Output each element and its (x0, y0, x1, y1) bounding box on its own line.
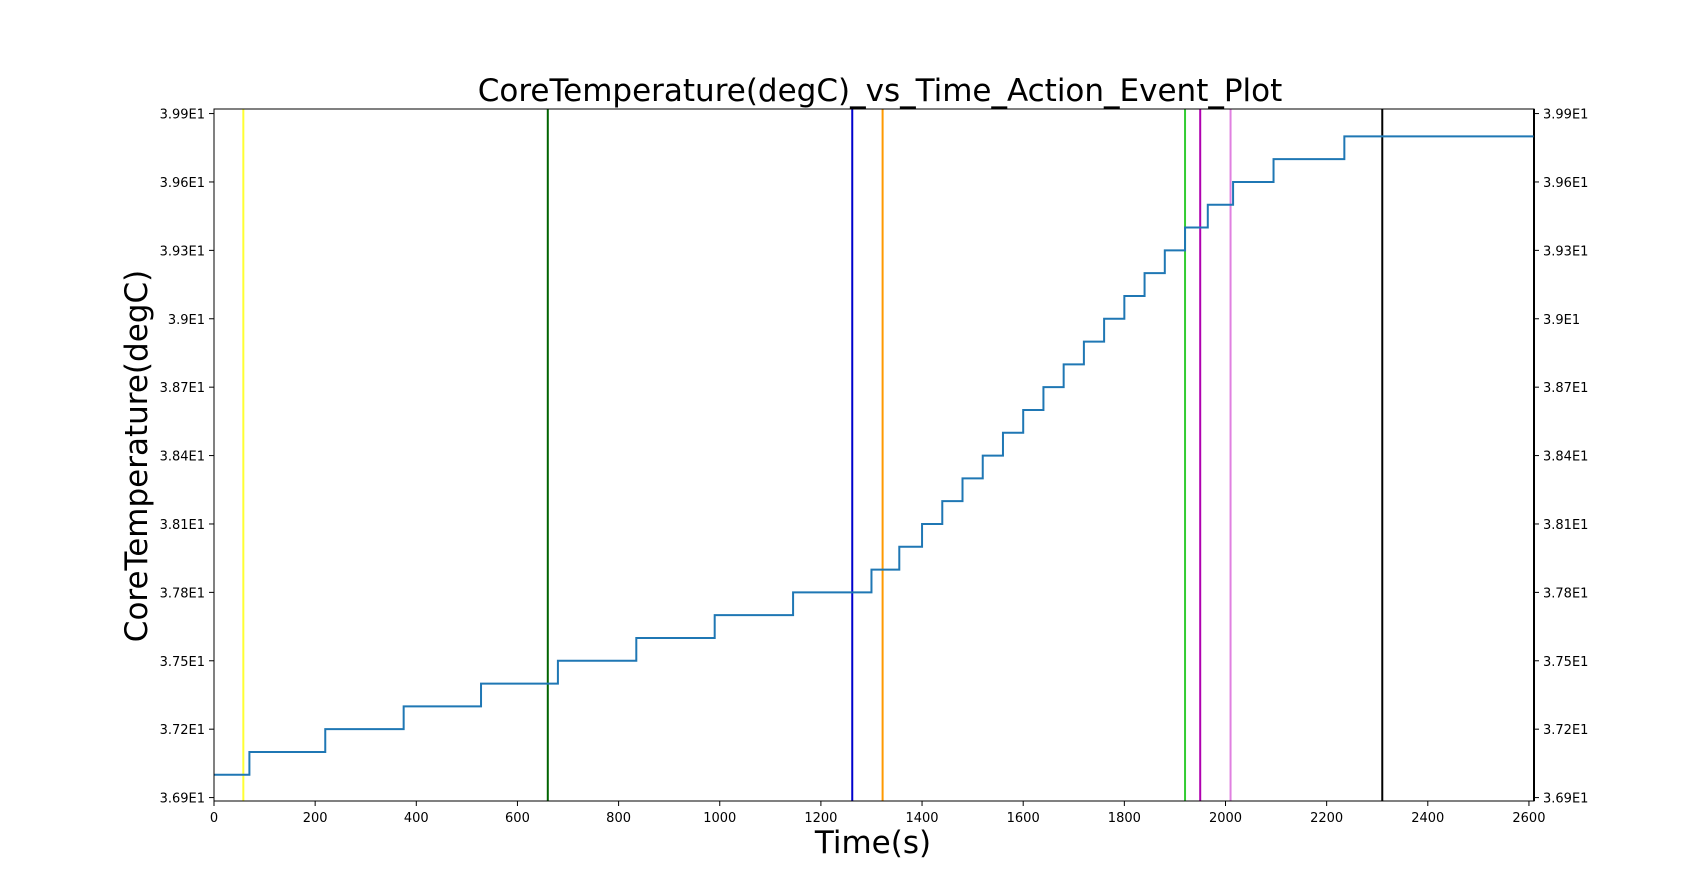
y-tick-label-left-6: 3.87E1 (160, 381, 205, 396)
y-tick-label-right-8: 3.93E1 (1543, 244, 1588, 259)
y-tick-label-right-3: 3.78E1 (1543, 586, 1588, 601)
x-tick-label-12: 2400 (1411, 811, 1444, 826)
x-tick-label-4: 800 (606, 811, 631, 826)
y-tick-label-left-5: 3.84E1 (160, 450, 205, 465)
y-tick-label-right-9: 3.96E1 (1543, 176, 1588, 191)
y-tick-label-right-5: 3.84E1 (1543, 450, 1588, 465)
y-tick-label-right-10: 3.99E1 (1543, 108, 1588, 123)
chart-title: CoreTemperature(degC)_vs_Time_Action_Eve… (478, 73, 1283, 109)
plot-frame (213, 108, 1535, 802)
y-tick-label-right-2: 3.75E1 (1543, 655, 1588, 670)
x-tick-label-11: 2200 (1310, 811, 1343, 826)
x-tick-label-5: 1000 (703, 811, 736, 826)
x-tick-label-1: 200 (303, 811, 328, 826)
y-tick-label-left-0: 3.69E1 (160, 792, 205, 807)
event-lines (242, 109, 1535, 801)
axes: 0 200 400 600 800 1000 1200 1400 1600 1800 2000 220… (160, 108, 1589, 826)
x-axis-label: Time(s) (814, 825, 931, 861)
y-tick-label-left-8: 3.93E1 (160, 244, 205, 259)
x-tick-label-10: 2000 (1209, 811, 1242, 826)
y-tick-label-right-1: 3.72E1 (1543, 723, 1588, 738)
y-tick-label-left-10: 3.99E1 (160, 108, 205, 123)
x-tick-label-3: 600 (505, 811, 530, 826)
y-tick-label-left-4: 3.81E1 (160, 518, 205, 533)
x-tick-label-2: 400 (404, 811, 429, 826)
y-tick-label-right-7: 3.9E1 (1543, 313, 1580, 328)
core-temperature-line (214, 135, 1534, 776)
y-tick-label-left-2: 3.75E1 (160, 655, 205, 670)
y-tick-label-left-9: 3.96E1 (160, 176, 205, 191)
x-tick-label-6: 1200 (804, 811, 837, 826)
x-tick-label-0: 0 (210, 811, 218, 826)
series-layer (214, 135, 1534, 776)
y-tick-label-right-6: 3.87E1 (1543, 381, 1588, 396)
x-tick-label-7: 1400 (905, 811, 938, 826)
x-tick-label-9: 1800 (1108, 811, 1141, 826)
y-tick-label-left-7: 3.9E1 (168, 313, 205, 328)
y-tick-label-right-4: 3.81E1 (1543, 518, 1588, 533)
x-tick-label-8: 1600 (1007, 811, 1040, 826)
y-tick-label-left-1: 3.72E1 (160, 723, 205, 738)
x-tick-label-13: 2600 (1512, 811, 1545, 826)
y-tick-label-left-3: 3.78E1 (160, 586, 205, 601)
y-tick-label-right-0: 3.69E1 (1543, 792, 1588, 807)
y-axis-label: CoreTemperature(degC) (119, 270, 155, 642)
